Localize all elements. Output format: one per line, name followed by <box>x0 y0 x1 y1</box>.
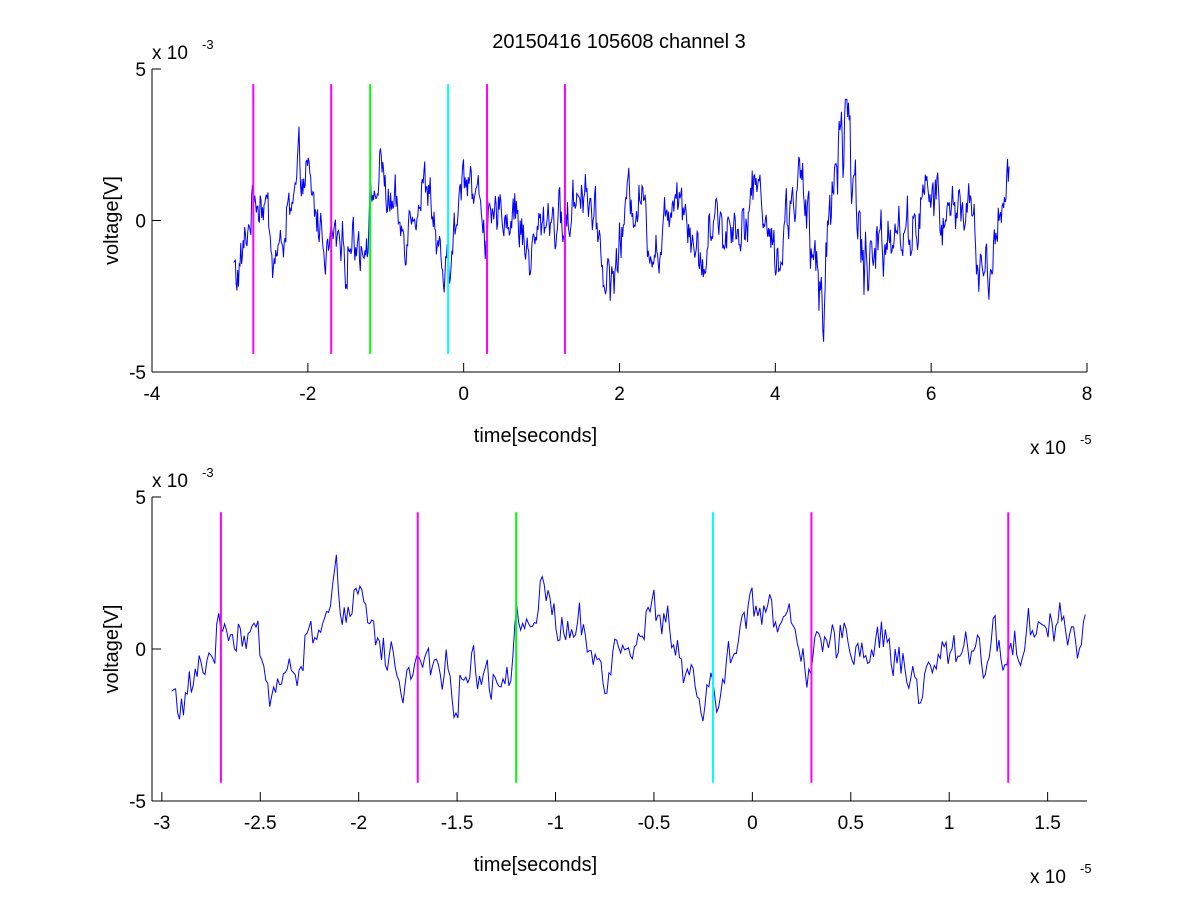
y-tick-label: -5 <box>129 792 146 813</box>
x-tick-label: -2 <box>299 384 316 405</box>
x-tick-label: 2 <box>614 384 625 405</box>
signal-trace <box>233 98 1010 342</box>
x-tick-label: 0.5 <box>838 813 864 834</box>
bottom-subplot: -3 -2.5 -2 -1.5 -1 -0.5 0 0.5 1 1.5 5 0 -5 time[secon… <box>101 465 1092 888</box>
y-tick-label: 5 <box>135 488 146 509</box>
x-axis-label: time[seconds] <box>474 425 597 447</box>
x-tick-label: -1 <box>547 813 564 834</box>
y-tick-label: -5 <box>129 363 146 384</box>
x-tick-label: -3 <box>153 813 170 834</box>
x-axis-label: time[seconds] <box>474 854 597 876</box>
x-tick-label: 0 <box>747 813 758 834</box>
x-exponent-label: x 10 <box>1030 438 1066 459</box>
x-exponent-label: x 10 <box>1030 867 1066 888</box>
x-tick-label: -2.5 <box>244 813 277 834</box>
y-tick-label: 0 <box>135 640 146 661</box>
x-tick-label: -1.5 <box>441 813 474 834</box>
x-tick-label: -0.5 <box>638 813 671 834</box>
x-tick-label: 6 <box>926 384 937 405</box>
x-tick-label: 8 <box>1082 384 1093 405</box>
y-exponent-label: x 10 <box>152 43 188 64</box>
x-tick-label: 0 <box>458 384 469 405</box>
y-exponent-power: -3 <box>202 465 214 480</box>
y-axis-label: voltage[V] <box>101 605 123 694</box>
y-axis-label: voltage[V] <box>101 176 123 265</box>
x-tick-label: 1.5 <box>1034 813 1060 834</box>
x-tick-label: 4 <box>770 384 781 405</box>
x-tick-label: -4 <box>144 384 161 405</box>
y-tick-label: 5 <box>135 60 146 81</box>
x-tick-label: -2 <box>350 813 367 834</box>
signal-trace <box>171 554 1086 722</box>
y-tick-label: 0 <box>135 212 146 233</box>
figure-title: 20150416 105608 channel 3 <box>492 31 746 53</box>
top-subplot: -4 -2 0 2 4 6 8 5 0 -5 time[seconds] voltage[V] x 10… <box>101 37 1092 459</box>
x-exponent-power: -5 <box>1080 861 1092 876</box>
x-exponent-power: -5 <box>1080 432 1092 447</box>
y-exponent-power: -3 <box>202 37 214 52</box>
y-exponent-label: x 10 <box>152 471 188 492</box>
x-tick-label: 1 <box>944 813 955 834</box>
